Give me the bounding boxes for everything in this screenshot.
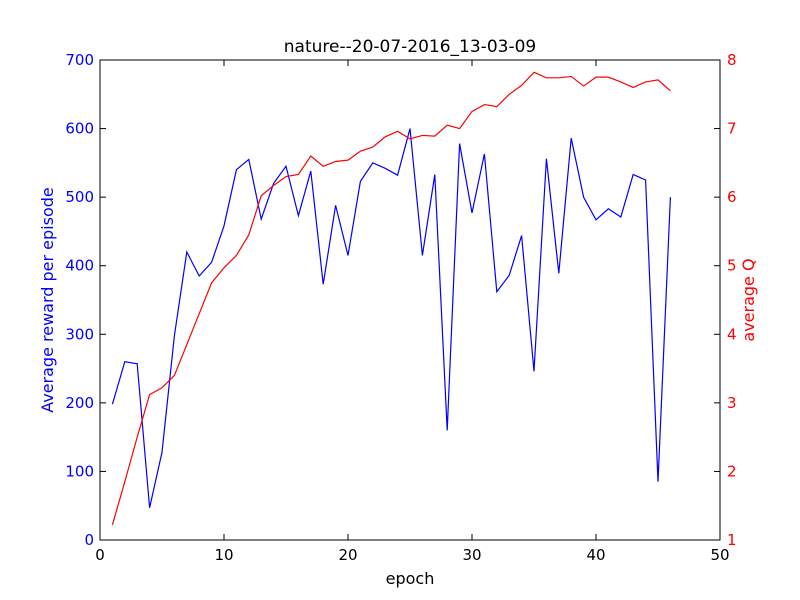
left-y-tick-label: 300 [65, 325, 94, 343]
right-y-tick-label: 2 [727, 462, 737, 480]
x-axis-ticks: 0 10 20 30 40 50 [95, 60, 730, 564]
reward-series-line [111, 128, 671, 508]
average-q-series-line [111, 71, 671, 526]
left-y-tick-label: 600 [65, 120, 94, 138]
x-axis-label: epoch [386, 569, 435, 588]
plot-background [100, 60, 720, 540]
right-y-axis-label: average Q [739, 258, 758, 341]
right-y-tick-label: 5 [727, 257, 737, 275]
left-y-tick-label: 400 [65, 257, 94, 275]
chart-title: nature--20-07-2016_13-03-09 [284, 37, 536, 57]
right-y-tick-label: 4 [727, 325, 737, 343]
left-y-tick-label: 0 [84, 531, 94, 549]
right-y-axis-ticks: 1 2 3 4 5 6 7 8 [714, 51, 737, 549]
left-y-tick-label: 500 [65, 188, 94, 206]
right-y-tick-label: 6 [727, 188, 737, 206]
right-y-tick-label: 7 [727, 120, 737, 138]
x-tick-label: 10 [214, 546, 233, 564]
x-tick-label: 50 [710, 546, 729, 564]
plot-frame [99, 59, 721, 541]
left-y-tick-label: 100 [65, 462, 94, 480]
x-tick-label: 40 [586, 546, 605, 564]
x-tick-label: 20 [338, 546, 357, 564]
left-y-axis-label: Average reward per episode [38, 187, 57, 413]
left-y-tick-label: 700 [65, 51, 94, 69]
right-y-tick-label: 8 [727, 51, 737, 69]
left-y-tick-label: 200 [65, 394, 94, 412]
left-y-axis-ticks: 0 100 200 300 400 500 600 700 [65, 51, 106, 549]
x-tick-label: 0 [95, 546, 105, 564]
right-y-tick-label: 3 [727, 394, 737, 412]
x-tick-label: 30 [462, 546, 481, 564]
series-layer [111, 71, 671, 526]
right-y-tick-label: 1 [727, 531, 737, 549]
